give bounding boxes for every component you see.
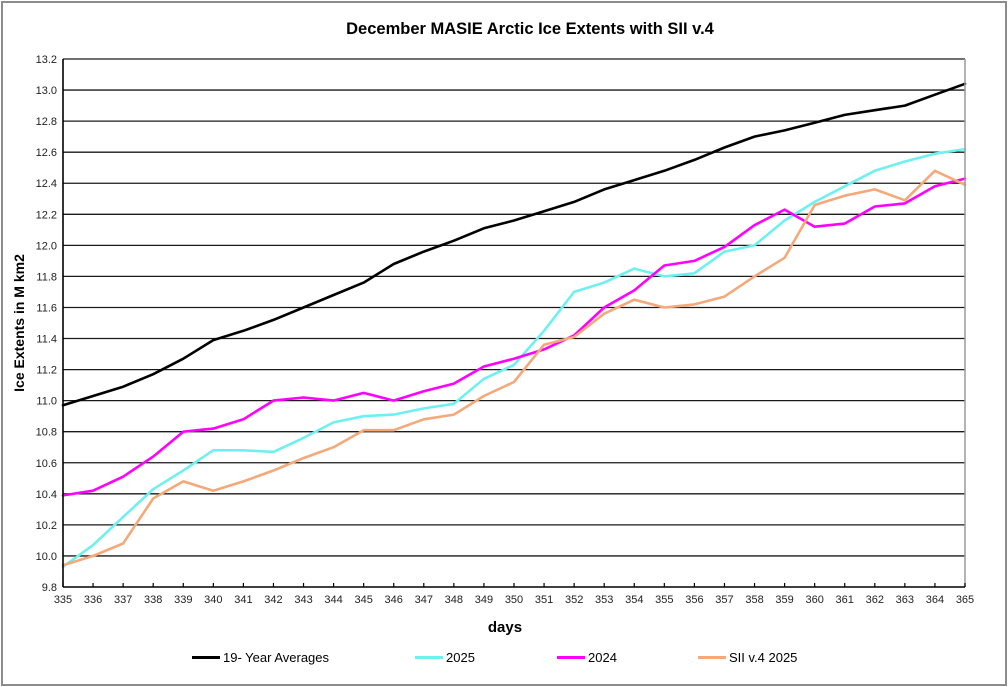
x-tick-label: 356	[685, 594, 703, 606]
legend-item-2025: 2025	[415, 650, 475, 665]
y-tick-label: 11.6	[36, 302, 57, 314]
grid-lines	[63, 58, 965, 557]
x-tick-label: 360	[805, 594, 823, 606]
x-tick-label: 350	[505, 594, 523, 606]
x-tick-label: 338	[144, 594, 162, 606]
legend: 19- Year Averages 2025 2024 SII v.4 2025	[0, 650, 1008, 668]
series-line-2025	[61, 147, 967, 569]
legend-item-2024: 2024	[557, 650, 617, 665]
legend-swatch	[415, 656, 443, 659]
x-tick-label: 340	[204, 594, 222, 606]
y-tick-label: 11.0	[36, 396, 57, 408]
x-tick-label: 348	[445, 594, 463, 606]
y-tick-label: 13.2	[36, 54, 57, 66]
series-lines	[61, 82, 967, 569]
x-tick-label: 347	[415, 594, 433, 606]
y-tick-label: 13.0	[36, 85, 57, 97]
legend-swatch	[192, 656, 220, 659]
x-tick-label: 364	[926, 594, 944, 606]
x-tick-label: 362	[866, 594, 884, 606]
y-tick-label: 10.6	[36, 458, 57, 470]
x-tick-label: 341	[234, 594, 252, 606]
legend-swatch	[698, 656, 726, 659]
y-tick-label: 12.8	[36, 116, 57, 128]
x-tick-label: 346	[385, 594, 403, 606]
x-tick-label: 359	[775, 594, 793, 606]
x-tick-label: 363	[896, 594, 914, 606]
y-tick-label: 11.8	[36, 271, 57, 283]
x-tick-label: 361	[836, 594, 854, 606]
tick-labels: 9.8 10.0 10.2 10.4 10.6 10.8 11.0 11.2 11.4 11.6 1…	[36, 54, 975, 606]
y-tick-label: 9.8	[42, 582, 57, 594]
y-tick-label: 11.4	[36, 334, 57, 346]
y-tick-label: 10.4	[36, 489, 57, 501]
x-tick-label: 358	[745, 594, 763, 606]
x-tick-label: 342	[264, 594, 282, 606]
legend-label: 19- Year Averages	[223, 650, 330, 665]
chart-title: December MASIE Arctic Ice Extents with S…	[346, 20, 714, 38]
x-tick-label: 335	[54, 594, 72, 606]
x-axis-label: days	[487, 619, 523, 636]
legend-label: 2024	[588, 650, 617, 665]
legend-item-sii-v4-2025: SII v.4 2025	[698, 650, 797, 665]
x-tick-label: 353	[595, 594, 613, 606]
y-tick-label: 11.2	[36, 365, 57, 377]
x-tick-label: 354	[625, 594, 643, 606]
x-tick-label: 352	[565, 594, 583, 606]
y-tick-label: 10.0	[36, 551, 57, 563]
axes	[62, 59, 966, 588]
x-tick-label: 355	[655, 594, 673, 606]
x-tick-label: 349	[475, 594, 493, 606]
x-tick-label: 365	[956, 594, 974, 606]
x-tick-label: 336	[84, 594, 102, 606]
x-tick-label: 351	[535, 594, 553, 606]
series-line-2024	[61, 177, 967, 497]
x-tick-label: 344	[324, 594, 342, 606]
y-tick-label: 12.0	[36, 240, 57, 252]
x-tick-label: 343	[294, 594, 312, 606]
legend-label: 2025	[446, 650, 475, 665]
x-tick-label: 339	[174, 594, 192, 606]
y-tick-label: 12.4	[36, 178, 57, 190]
legend-swatch	[557, 656, 585, 659]
legend-item-19-year-averages: 19- Year Averages	[192, 650, 329, 665]
y-tick-label: 12.6	[36, 147, 57, 159]
x-tick-label: 357	[715, 594, 733, 606]
series-line-sii-v-4-2025	[61, 169, 967, 567]
y-tick-label: 12.2	[36, 209, 57, 221]
x-tick-label: 345	[354, 594, 372, 606]
y-tick-label: 10.2	[36, 520, 57, 532]
x-tick-label: 337	[114, 594, 132, 606]
y-tick-label: 10.8	[36, 427, 57, 439]
series-line-19-year-averages	[61, 82, 967, 407]
legend-label: SII v.4 2025	[729, 650, 798, 665]
